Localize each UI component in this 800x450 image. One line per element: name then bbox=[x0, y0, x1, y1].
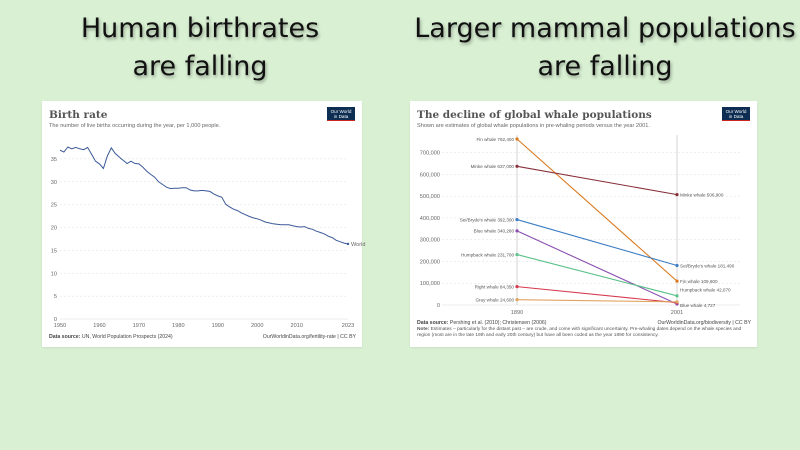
y-tick-label: 0 bbox=[437, 303, 440, 309]
owid-logo[interactable]: Our World in Data bbox=[327, 107, 355, 121]
whale-plot: 0 100,000 200,000 300,000 400,000 500,000 600,… bbox=[420, 135, 740, 316]
y-tick-label: 500,000 bbox=[420, 194, 440, 200]
y-tick-label: 35 bbox=[51, 157, 57, 163]
logo-line2: in Data bbox=[333, 114, 349, 119]
y-tick-label: 100,000 bbox=[420, 281, 440, 287]
y-tick-label: 20 bbox=[51, 226, 57, 232]
label-1890-sei-bryde-s-whale: Sei/Bryde's whale 392,300 bbox=[460, 217, 515, 222]
birth-rate-card: Birth rate The number of live births occ… bbox=[42, 101, 366, 347]
y-tick-label: 300,000 bbox=[420, 238, 440, 244]
end-point-world bbox=[346, 242, 350, 246]
owid-logo[interactable]: Our World in Data bbox=[722, 107, 750, 121]
point-1890-sei-bryde-s-whale bbox=[515, 217, 519, 222]
point-2001-gray-whale bbox=[675, 300, 679, 304]
y-tick-label: 700,000 bbox=[420, 151, 440, 157]
series-line-sei-bryde-s-whale bbox=[516, 219, 678, 267]
headline-left-line2: are falling bbox=[132, 51, 268, 82]
point-2001-fin-whale bbox=[675, 279, 679, 283]
x-tick-label: 1960 bbox=[93, 323, 105, 329]
x-tick-label: 2001 bbox=[671, 310, 683, 316]
logo-line1: Our World bbox=[330, 109, 352, 114]
point-1890-right-whale bbox=[515, 285, 519, 289]
point-2001-humpback-whale bbox=[675, 294, 679, 298]
chart-title: The decline of global whale populations bbox=[417, 109, 652, 121]
headline-right: Larger mammal populations are falling bbox=[410, 10, 800, 86]
chart-subtitle: Shown are estimates of global whale popu… bbox=[417, 123, 650, 129]
whale-card: The decline of global whale populations … bbox=[410, 101, 757, 347]
y-tick-label: 25 bbox=[51, 203, 57, 209]
source-text: UN, World Population Prospects (2024) bbox=[81, 334, 173, 340]
y-tick-label: 600,000 bbox=[420, 172, 440, 178]
point-1890-blue-whale bbox=[515, 229, 519, 233]
x-tick-label: 1970 bbox=[133, 323, 145, 329]
y-tick-label: 10 bbox=[51, 271, 57, 277]
label-1890-gray-whale: Gray whale 24,600 bbox=[475, 297, 514, 302]
source-label: Data source: bbox=[49, 334, 81, 340]
label-1890-blue-whale: Blue whale 340,280 bbox=[474, 229, 515, 234]
label-2001-fin-whale: Fin whale 109,600 bbox=[680, 279, 718, 284]
label-1890-humpback-whale: Humpback whale 231,700 bbox=[461, 252, 515, 257]
credit-link[interactable]: OurWorldinData.org/fertility-rate | CC B… bbox=[262, 334, 356, 340]
x-tick-label: 1950 bbox=[54, 323, 66, 329]
y-tick-label: 400,000 bbox=[420, 216, 440, 222]
source-text: Pershing et al. (2010); Christensen (200… bbox=[449, 320, 547, 326]
credit-link[interactable]: OurWorldinData.org/biodiversity | CC BY bbox=[657, 320, 751, 326]
series-line-right-whale bbox=[516, 286, 678, 304]
y-tick-label: 200,000 bbox=[420, 259, 440, 265]
label-2001-sei-bryde-s-whale: Sei/Bryde's whale 181,490 bbox=[680, 263, 735, 268]
point-1890-gray-whale bbox=[515, 298, 519, 302]
label-1890-right-whale: Right whale 84,350 bbox=[475, 284, 515, 289]
series-label-world: World bbox=[351, 242, 366, 248]
logo-line1: Our World bbox=[725, 109, 747, 114]
x-tick-label: 1990 bbox=[212, 323, 224, 329]
series-line-humpback-whale bbox=[516, 254, 678, 297]
data-source: Data source: UN, World Population Prospe… bbox=[49, 334, 173, 340]
label-1890-fin-whale: Fin whale 762,400 bbox=[476, 137, 514, 142]
y-tick-label: 5 bbox=[54, 294, 57, 300]
label-2001-blue-whale: Blue whale 4,727 bbox=[680, 303, 716, 308]
series-line-fin-whale bbox=[516, 138, 678, 282]
x-tick-label: 1890 bbox=[511, 310, 523, 316]
x-tick-label: 1980 bbox=[172, 323, 184, 329]
label-1890-minke-whale: Minke whale 637,000 bbox=[471, 164, 515, 169]
chart-note: Note: Estimates – particularly for the d… bbox=[417, 327, 747, 339]
chart-subtitle: The number of live births occurring duri… bbox=[49, 123, 221, 129]
point-1890-fin-whale bbox=[515, 137, 519, 141]
point-1890-humpback-whale bbox=[515, 252, 519, 257]
y-tick-label: 0 bbox=[54, 317, 57, 323]
headline-left: Human birthrates are falling bbox=[60, 10, 340, 86]
point-1890-minke-whale bbox=[515, 164, 519, 168]
note-text: Estimates – particularly for the distant… bbox=[417, 327, 742, 338]
label-2001-minke-whale: Minke whale 506,900 bbox=[680, 192, 724, 197]
series-line-gray-whale bbox=[516, 299, 678, 303]
logo-line2: in Data bbox=[728, 114, 744, 119]
birth-rate-plot: 0 5 10 15 20 25 30 35 1950 1960 1970 1980 1990 2000 20… bbox=[51, 146, 366, 329]
note-label: Note: bbox=[417, 327, 430, 332]
data-source: Data source: Pershing et al. (2010); Chr… bbox=[417, 320, 547, 326]
y-tick-label: 15 bbox=[51, 248, 57, 254]
series-line-world bbox=[59, 146, 349, 245]
y-tick-label: 30 bbox=[51, 180, 57, 186]
headline-left-line1: Human birthrates bbox=[80, 13, 320, 44]
headline-right-line1: Larger mammal populations bbox=[414, 13, 796, 44]
x-tick-label: 2010 bbox=[290, 323, 302, 329]
headline-right-line2: are falling bbox=[537, 51, 673, 82]
x-tick-label: 2000 bbox=[251, 323, 263, 329]
label-2001-humpback-whale: Humpback whale 42,070 bbox=[680, 288, 731, 293]
source-label: Data source: bbox=[417, 320, 449, 326]
chart-title: Birth rate bbox=[49, 109, 108, 121]
point-2001-minke-whale bbox=[675, 193, 679, 197]
series-line-minke-whale bbox=[516, 165, 678, 196]
point-2001-sei-bryde-s-whale bbox=[675, 263, 679, 268]
x-tick-label: 2023 bbox=[342, 323, 354, 329]
series-line-blue-whale bbox=[516, 230, 678, 305]
